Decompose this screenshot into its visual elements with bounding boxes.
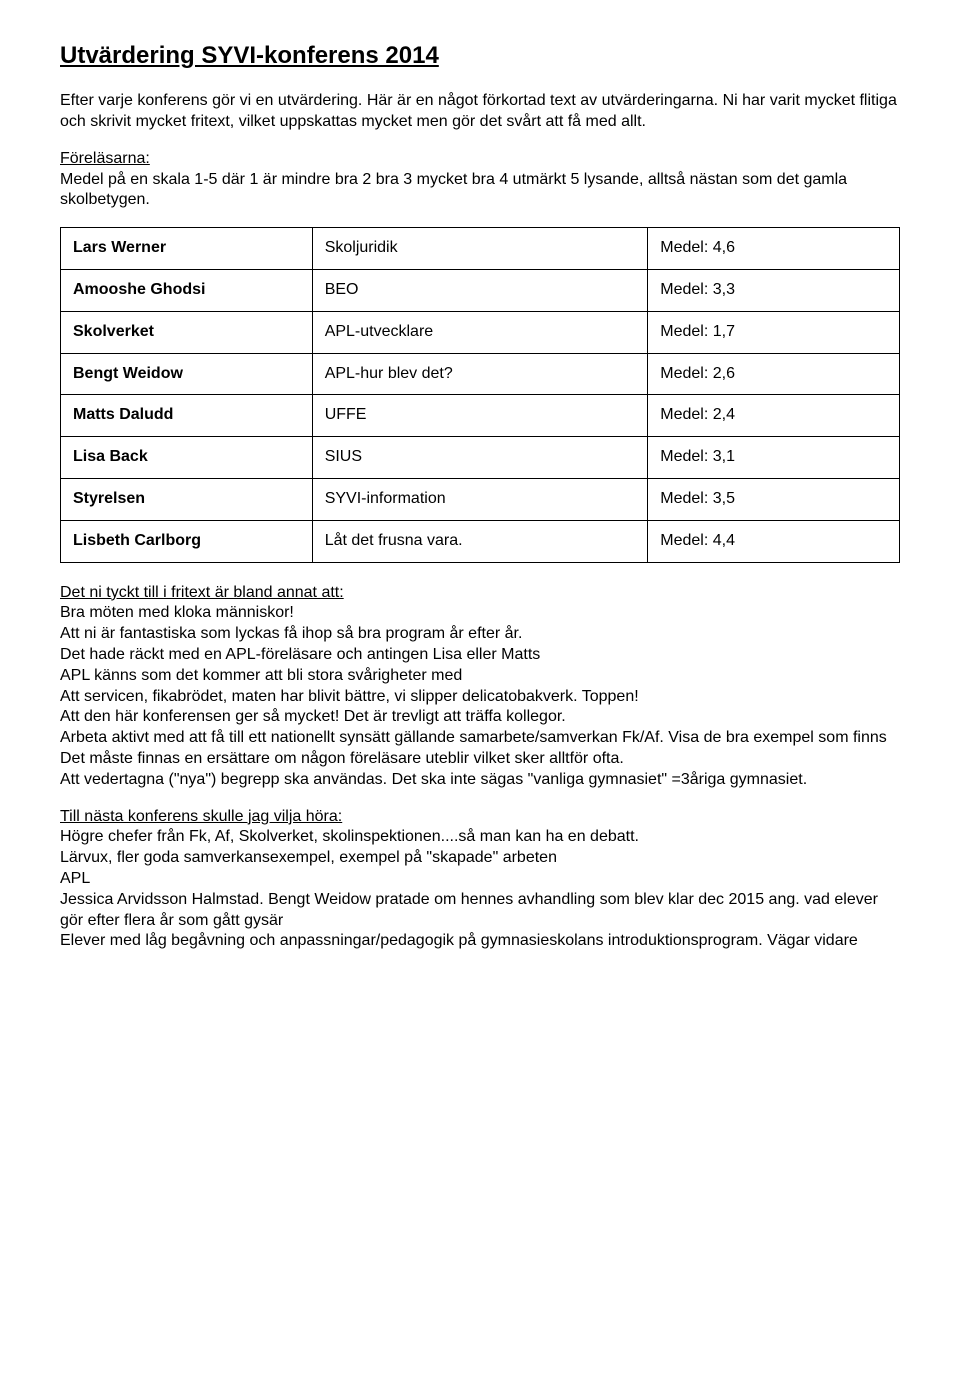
speaker-topic: Skoljuridik bbox=[312, 228, 648, 270]
speaker-score: Medel: 2,6 bbox=[648, 353, 900, 395]
table-row: Lisa BackSIUSMedel: 3,1 bbox=[61, 437, 900, 479]
speaker-name: Skolverket bbox=[61, 311, 313, 353]
fritext-line: Att ni är fantastiska som lyckas få ihop… bbox=[60, 625, 522, 642]
fritext-block: Det ni tyckt till i fritext är bland ann… bbox=[60, 583, 900, 791]
fritext-heading: Det ni tyckt till i fritext är bland ann… bbox=[60, 584, 344, 601]
forelasarna-label: Föreläsarna: bbox=[60, 150, 150, 167]
speaker-score: Medel: 1,7 bbox=[648, 311, 900, 353]
ratings-table: Lars WernerSkoljuridikMedel: 4,6Amooshe … bbox=[60, 227, 900, 562]
speaker-score: Medel: 3,3 bbox=[648, 269, 900, 311]
table-row: Matts DaluddUFFEMedel: 2,4 bbox=[61, 395, 900, 437]
table-row: SkolverketAPL-utvecklareMedel: 1,7 bbox=[61, 311, 900, 353]
table-row: Lars WernerSkoljuridikMedel: 4,6 bbox=[61, 228, 900, 270]
speaker-score: Medel: 3,5 bbox=[648, 478, 900, 520]
nasta-line: Jessica Arvidsson Halmstad. Bengt Weidow… bbox=[60, 891, 878, 929]
intro-paragraph: Efter varje konferens gör vi en utvärder… bbox=[60, 91, 900, 133]
fritext-line: Att vedertagna ("nya") begrepp ska använ… bbox=[60, 771, 807, 788]
speaker-topic: SIUS bbox=[312, 437, 648, 479]
speaker-topic: Låt det frusna vara. bbox=[312, 520, 648, 562]
table-row: Lisbeth CarlborgLåt det frusna vara.Mede… bbox=[61, 520, 900, 562]
speaker-topic: SYVI-information bbox=[312, 478, 648, 520]
speaker-score: Medel: 3,1 bbox=[648, 437, 900, 479]
speaker-topic: BEO bbox=[312, 269, 648, 311]
speaker-name: Lisbeth Carlborg bbox=[61, 520, 313, 562]
nasta-line: APL bbox=[60, 870, 90, 887]
nasta-block: Till nästa konferens skulle jag vilja hö… bbox=[60, 807, 900, 953]
speaker-score: Medel: 2,4 bbox=[648, 395, 900, 437]
forelasarna-text: Medel på en skala 1-5 där 1 är mindre br… bbox=[60, 171, 847, 209]
speaker-name: Lisa Back bbox=[61, 437, 313, 479]
speaker-topic: APL-hur blev det? bbox=[312, 353, 648, 395]
fritext-line: Att den här konferensen ger så mycket! D… bbox=[60, 708, 566, 725]
fritext-line: Bra möten med kloka människor! bbox=[60, 604, 294, 621]
table-row: Amooshe GhodsiBEOMedel: 3,3 bbox=[61, 269, 900, 311]
table-row: StyrelsenSYVI-informationMedel: 3,5 bbox=[61, 478, 900, 520]
fritext-line: Att servicen, fikabrödet, maten har bliv… bbox=[60, 688, 639, 705]
fritext-line: Det måste finnas en ersättare om någon f… bbox=[60, 750, 624, 767]
nasta-line: Lärvux, fler goda samverkansexempel, exe… bbox=[60, 849, 557, 866]
fritext-line: Det hade räckt med en APL-föreläsare och… bbox=[60, 646, 540, 663]
speaker-topic: APL-utvecklare bbox=[312, 311, 648, 353]
nasta-line: Elever med låg begåvning och anpassninga… bbox=[60, 932, 858, 949]
page-title: Utvärdering SYVI-konferens 2014 bbox=[60, 40, 900, 71]
fritext-line: Arbeta aktivt med att få till ett nation… bbox=[60, 729, 887, 746]
nasta-heading: Till nästa konferens skulle jag vilja hö… bbox=[60, 808, 342, 825]
speaker-name: Styrelsen bbox=[61, 478, 313, 520]
nasta-line: Högre chefer från Fk, Af, Skolverket, sk… bbox=[60, 828, 639, 845]
speaker-score: Medel: 4,6 bbox=[648, 228, 900, 270]
speaker-topic: UFFE bbox=[312, 395, 648, 437]
speaker-name: Amooshe Ghodsi bbox=[61, 269, 313, 311]
speaker-name: Matts Daludd bbox=[61, 395, 313, 437]
table-row: Bengt WeidowAPL-hur blev det?Medel: 2,6 bbox=[61, 353, 900, 395]
speaker-score: Medel: 4,4 bbox=[648, 520, 900, 562]
speaker-name: Lars Werner bbox=[61, 228, 313, 270]
fritext-line: APL känns som det kommer att bli stora s… bbox=[60, 667, 462, 684]
speaker-name: Bengt Weidow bbox=[61, 353, 313, 395]
forelasarna-paragraph: Föreläsarna: Medel på en skala 1-5 där 1… bbox=[60, 149, 900, 211]
